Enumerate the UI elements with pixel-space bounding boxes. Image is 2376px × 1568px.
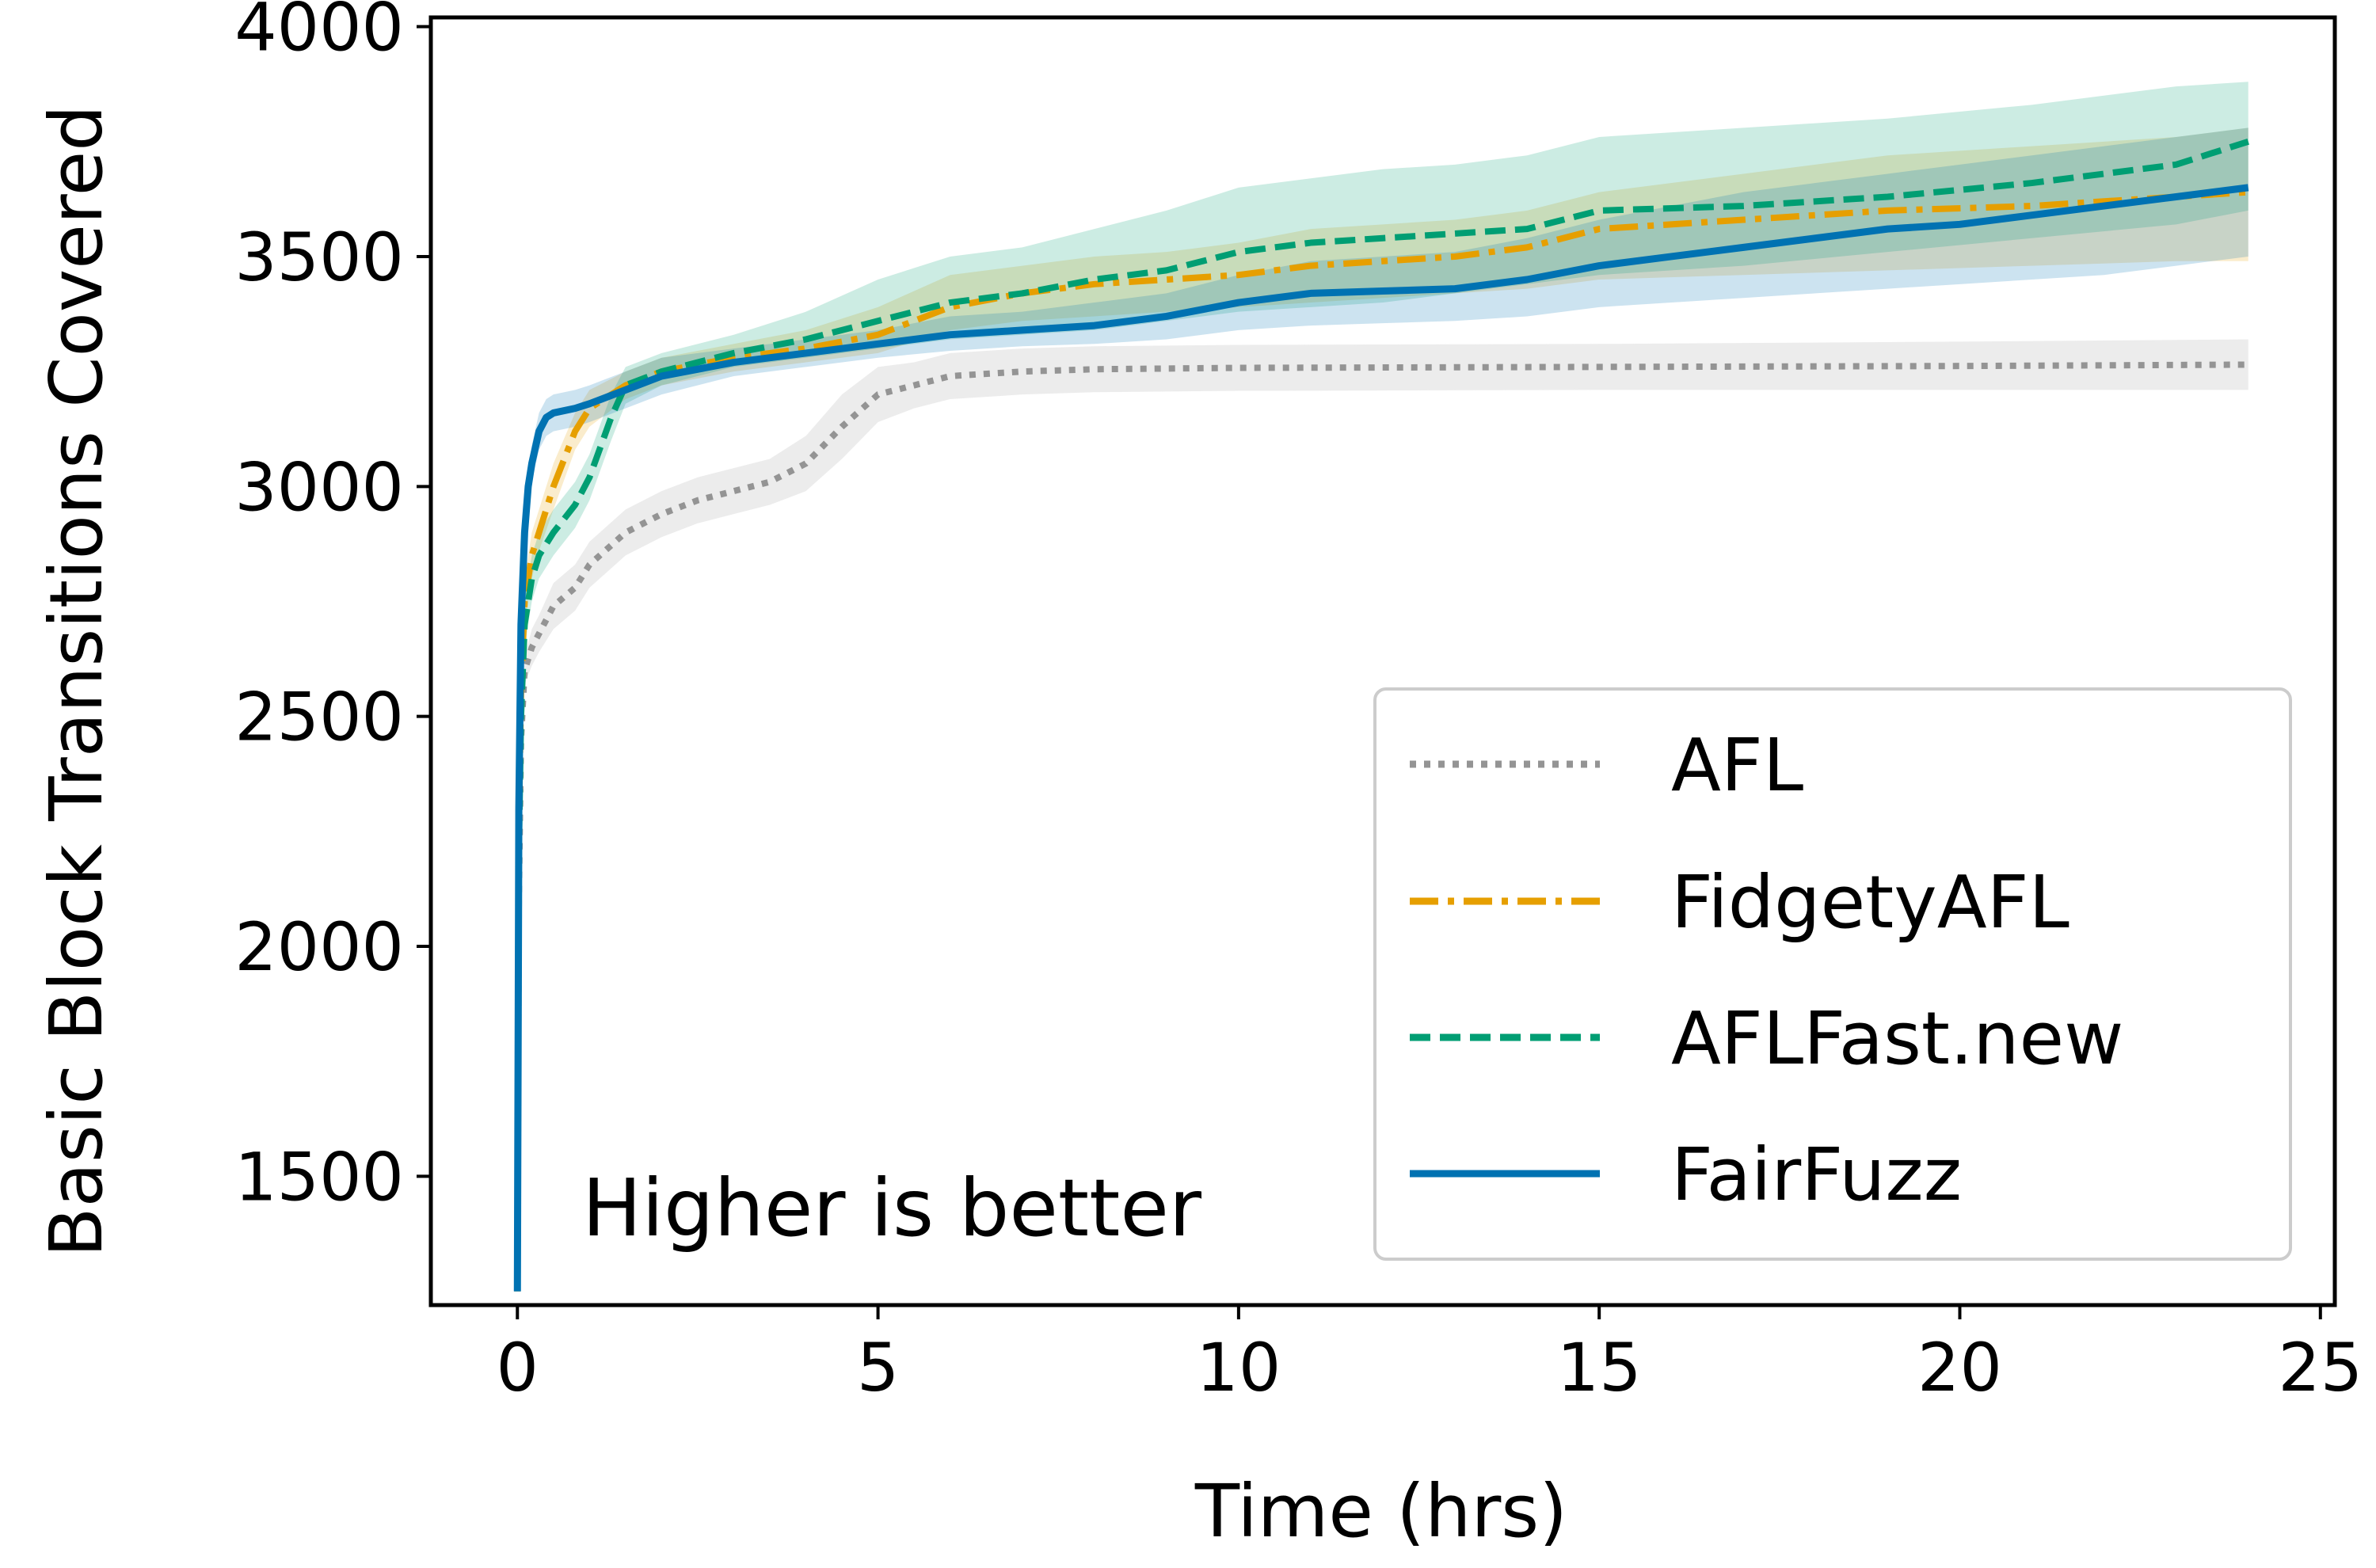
confidence-bands (517, 82, 2248, 1292)
y-tick-label: 2000 (234, 908, 404, 986)
y-axis-label: Basic Block Transitions Covered (34, 105, 119, 1257)
band-fidgetyafl (517, 127, 2248, 1292)
legend-label-fairfuzz: FairFuzz (1671, 1132, 1962, 1217)
x-tick-label: 15 (1557, 1329, 1642, 1406)
y-tick-label: 3500 (234, 219, 404, 296)
legend-label-aflfast-new: AFLFast.new (1671, 996, 2123, 1081)
ticks: 0 5 10 15 20 25 1500 2000 2500 3000 3500 4000 (234, 0, 2363, 1406)
annotation-text: Higher is better (582, 1162, 1202, 1254)
legend-label-fidgetyafl: FidgetyAFL (1671, 860, 2069, 945)
legend-label-afl: AFL (1671, 723, 1803, 808)
plot-frame (428, 15, 2337, 1307)
x-tick-label: 10 (1196, 1329, 1281, 1406)
y-tick-label: 4000 (234, 0, 404, 67)
band-fairfuzz (517, 127, 2248, 1292)
legend-box (1373, 687, 2292, 1261)
series-line-aflfast-new (514, 138, 2249, 1292)
series-lines (513, 138, 2249, 1292)
legend: AFL FidgetyAFL AFLFast.new FairFuzz (1373, 687, 2292, 1261)
x-tick-label: 25 (2278, 1329, 2363, 1406)
band-aflfast-new (517, 82, 2248, 1292)
axes (428, 15, 2337, 1307)
series-line-afl (514, 361, 2248, 1292)
x-axis-label: Time (hrs) (1194, 1469, 1567, 1554)
y-tick-label: 2500 (234, 679, 404, 756)
y-tick-label: 1500 (234, 1138, 404, 1216)
y-tick-label: 3000 (234, 448, 404, 526)
x-tick-label: 5 (857, 1329, 899, 1406)
x-tick-label: 0 (497, 1329, 539, 1406)
x-tick-label: 20 (1917, 1329, 2002, 1406)
series-line-fairfuzz (513, 184, 2249, 1292)
